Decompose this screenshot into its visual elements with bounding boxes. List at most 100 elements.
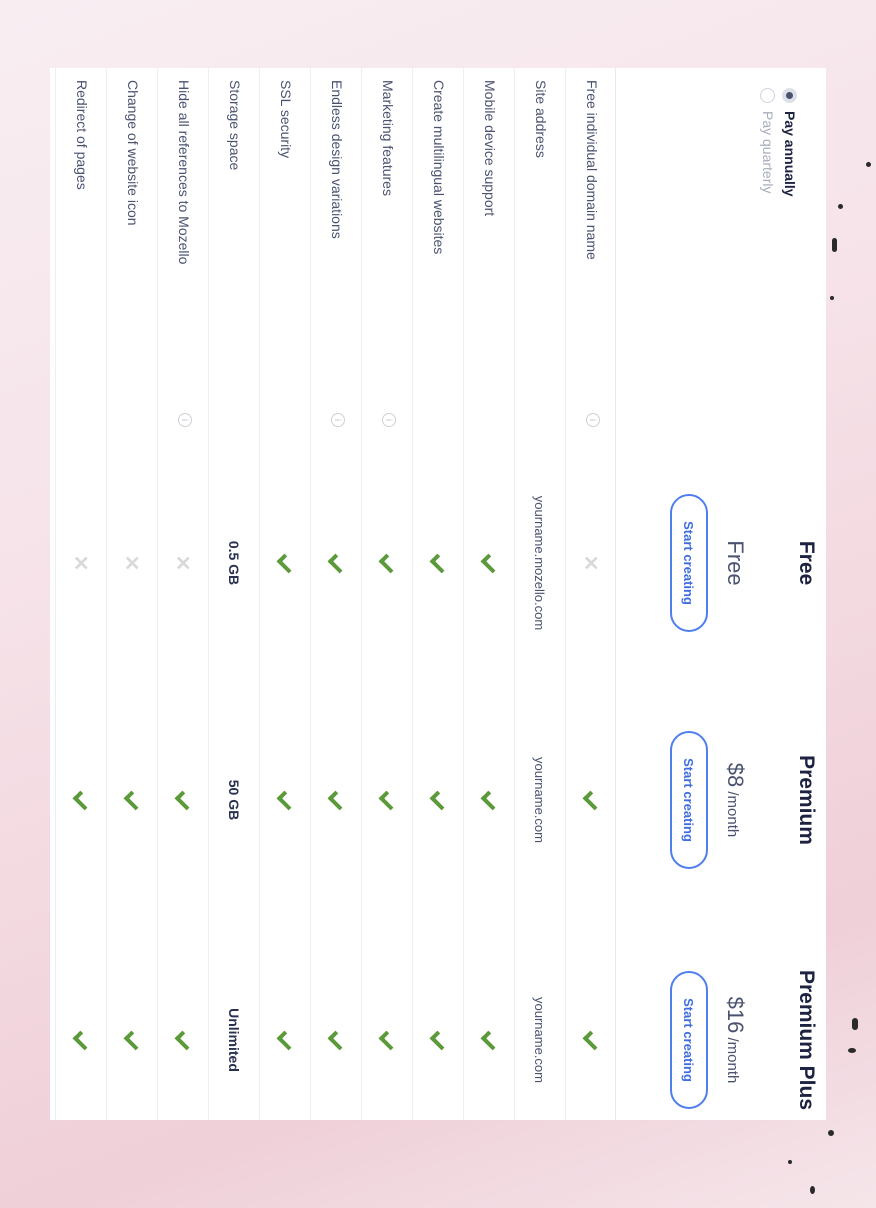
feature-value: yourname.com xyxy=(532,757,548,843)
plan-premium-plus: Premium Plus $16 /month Start creating xyxy=(670,930,826,1150)
plan-name: Free xyxy=(795,540,818,586)
feature-label: SSL security xyxy=(278,80,294,159)
cross-icon: ✕ xyxy=(120,554,143,572)
check-icon xyxy=(328,790,348,810)
decor-dot xyxy=(852,1018,858,1030)
cross-icon: ✕ xyxy=(69,554,92,572)
check-icon xyxy=(481,553,501,573)
radio-circle xyxy=(782,88,798,103)
price-amount: Free xyxy=(723,540,748,586)
feature-cell xyxy=(56,690,106,910)
feature-cell: ✕ xyxy=(107,453,157,673)
feature-value: 50 GB xyxy=(226,779,242,821)
plan-name: Premium xyxy=(795,755,818,845)
decor-dot xyxy=(866,162,871,167)
check-icon xyxy=(430,553,450,573)
feature-label: Endless design variations xyxy=(329,80,345,239)
feature-cell xyxy=(260,930,310,1150)
feature-cell: ✕ xyxy=(566,453,616,673)
feature-cell: yourname.com xyxy=(515,930,565,1150)
info-icon[interactable]: i xyxy=(586,413,600,427)
feature-cell: yourname.mozello.com xyxy=(515,453,565,673)
plan-premium: Premium $8 /month Start creating xyxy=(670,690,826,910)
feature-row: Storage space 0.5 GB 50 GB Unlimited xyxy=(208,68,259,1120)
start-creating-premium-plus-button[interactable]: Start creating xyxy=(670,971,708,1109)
feature-cell xyxy=(311,453,361,673)
feature-label: Storage space xyxy=(227,80,243,171)
feature-row: Endless design variations i xyxy=(310,68,361,1120)
check-icon xyxy=(379,553,399,573)
feature-cell: 50 GB xyxy=(209,690,259,910)
feature-value: 0.5 GB xyxy=(226,540,242,586)
check-icon xyxy=(430,1030,450,1050)
feature-label: Free individual domain name xyxy=(584,80,600,260)
feature-cell xyxy=(362,690,412,910)
radio-circle xyxy=(760,88,776,103)
feature-row: SSL security xyxy=(259,68,310,1120)
start-creating-free-button[interactable]: Start creating xyxy=(670,494,708,632)
check-icon xyxy=(583,1030,603,1050)
check-icon xyxy=(328,553,348,573)
info-icon[interactable]: i xyxy=(331,413,345,427)
check-icon xyxy=(175,790,195,810)
check-icon xyxy=(379,1030,399,1050)
check-icon xyxy=(124,790,144,810)
feature-label: Mobile device support xyxy=(482,80,498,217)
feature-cell xyxy=(107,690,157,910)
check-icon xyxy=(481,1030,501,1050)
decor-dot xyxy=(848,1048,856,1053)
feature-cell: yourname.com xyxy=(515,690,565,910)
plan-free: Free Free Start creating xyxy=(670,453,826,673)
feature-label: Site address xyxy=(533,80,549,158)
feature-cell xyxy=(158,930,208,1150)
plan-price: $8 /month xyxy=(722,690,748,910)
feature-cell xyxy=(107,930,157,1150)
feature-cell xyxy=(260,690,310,910)
check-icon xyxy=(124,1030,144,1050)
feature-row: Change of website icon ✕ xyxy=(106,68,157,1120)
feature-cell: Unlimited xyxy=(209,930,259,1150)
decor-dot xyxy=(810,1186,815,1194)
feature-row: Redirect of pages ✕ xyxy=(55,68,106,1120)
info-icon[interactable]: i xyxy=(178,413,192,427)
feature-cell xyxy=(566,930,616,1150)
feature-row: Mobile device support xyxy=(463,68,514,1120)
decor-dot xyxy=(838,204,843,209)
info-icon[interactable]: i xyxy=(382,413,396,427)
check-icon xyxy=(481,790,501,810)
feature-row: Marketing features i xyxy=(361,68,412,1120)
decor-dot xyxy=(788,1160,792,1164)
pricing-header: Pay annually Pay quarterly Free Free Sta… xyxy=(615,68,826,1120)
feature-label: Redirect of pages xyxy=(74,80,90,190)
feature-cell xyxy=(362,453,412,673)
feature-cell xyxy=(362,930,412,1150)
check-icon xyxy=(175,1030,195,1050)
feature-cell xyxy=(464,690,514,910)
cross-icon: ✕ xyxy=(171,554,194,572)
feature-cell xyxy=(464,453,514,673)
price-period: /month xyxy=(724,1033,741,1084)
feature-cell: 0.5 GB xyxy=(209,453,259,673)
feature-rows: Free individual domain name i ✕ Site addres… xyxy=(55,68,616,1120)
pay-quarterly-radio[interactable]: Pay quarterly xyxy=(760,88,776,193)
plan-price: $16 /month xyxy=(722,930,748,1150)
feature-value: yourname.com xyxy=(532,997,548,1083)
start-creating-premium-button[interactable]: Start creating xyxy=(670,731,708,869)
check-icon xyxy=(277,790,297,810)
feature-label: Change of website icon xyxy=(125,80,141,226)
feature-cell xyxy=(311,690,361,910)
feature-row: Hide all references to Mozello i ✕ xyxy=(157,68,208,1120)
feature-cell: ✕ xyxy=(56,453,106,673)
feature-cell xyxy=(413,453,463,673)
feature-cell xyxy=(260,453,310,673)
feature-cell xyxy=(464,930,514,1150)
feature-label: Hide all references to Mozello xyxy=(176,80,192,265)
pay-annually-radio[interactable]: Pay annually xyxy=(782,88,798,197)
check-icon xyxy=(277,553,297,573)
feature-value: Unlimited xyxy=(226,1008,242,1072)
feature-row: Site address yourname.mozello.com yourname… xyxy=(514,68,565,1120)
decor-dot xyxy=(830,296,834,300)
feature-row: Create multilingual websites xyxy=(412,68,463,1120)
plan-name: Premium Plus xyxy=(795,969,818,1111)
feature-label: Create multilingual websites xyxy=(431,80,447,255)
